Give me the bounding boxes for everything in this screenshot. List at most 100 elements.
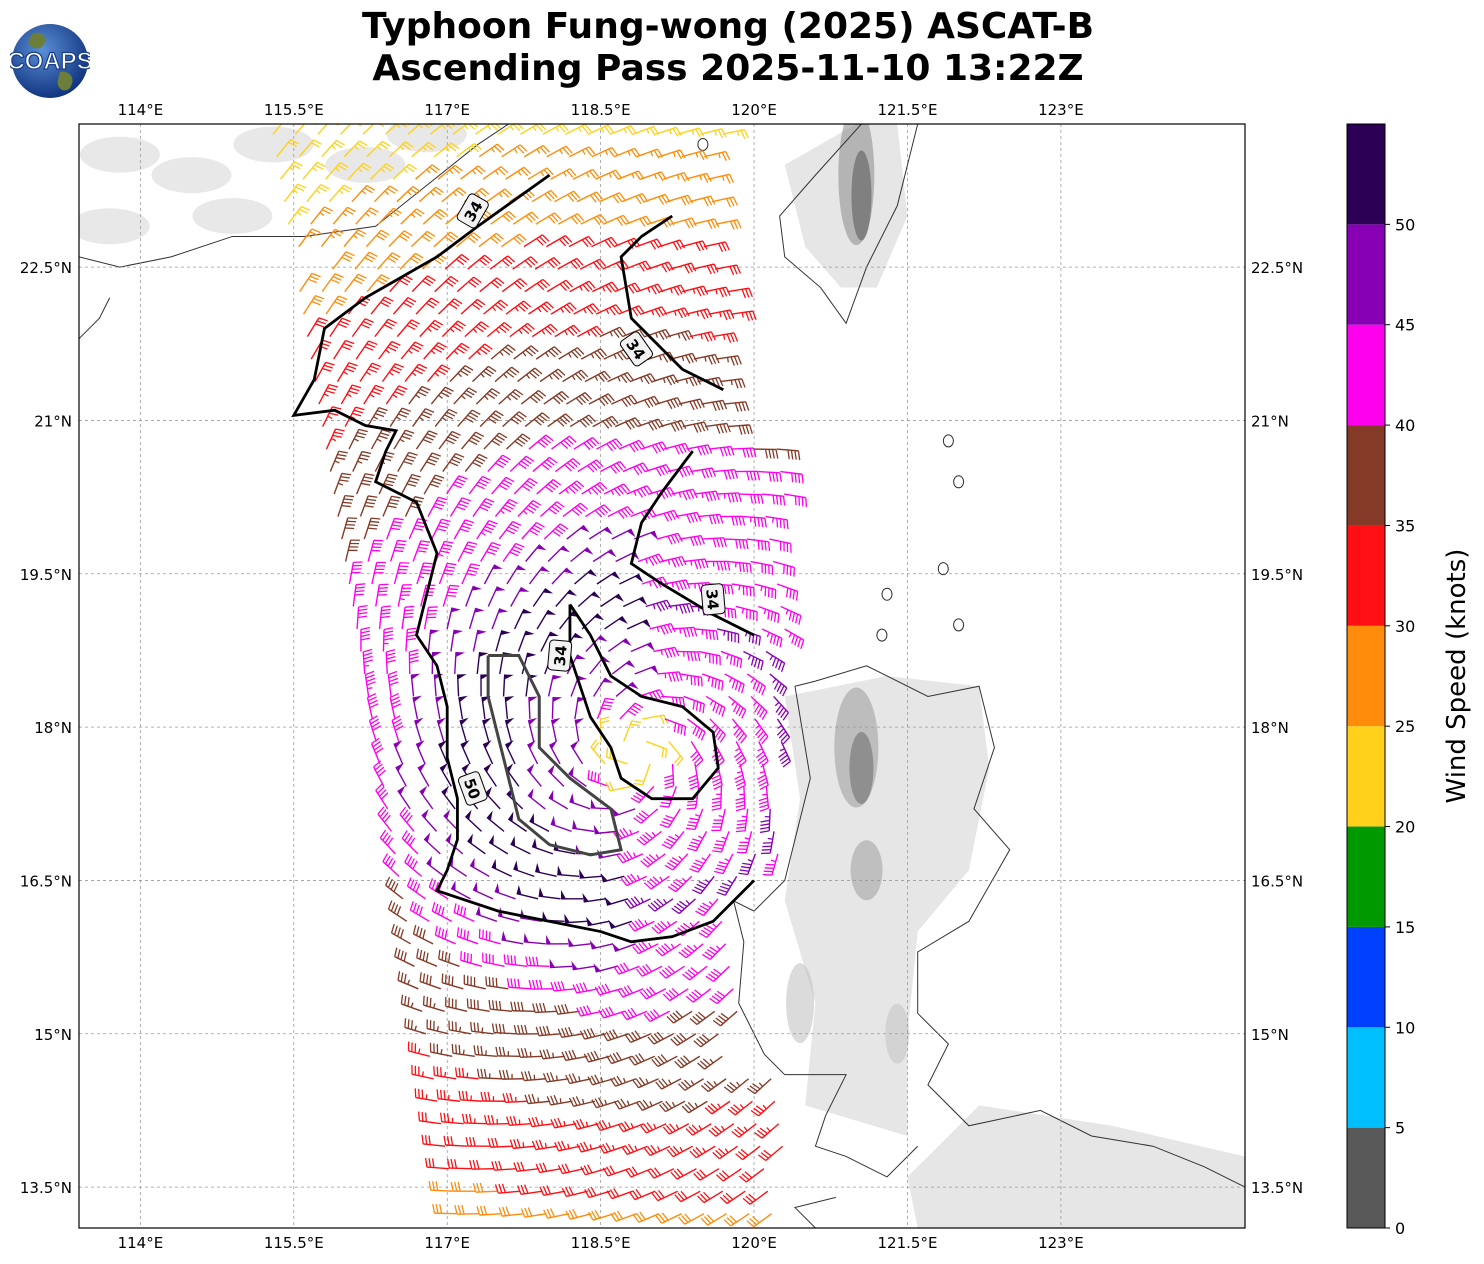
lat-label-left-3: 18°N (34, 719, 72, 737)
barb-full (639, 218, 646, 227)
barb-full (734, 609, 737, 619)
barb-full (380, 229, 390, 236)
wind-barb-67 (418, 186, 444, 203)
wind-barb-107 (433, 231, 459, 248)
barb-full (690, 675, 693, 685)
wind-barb-28 (433, 142, 460, 158)
barb-half (692, 288, 696, 294)
barb-full (430, 297, 440, 304)
barb-shaft (321, 139, 338, 158)
wind-barb-128 (512, 256, 539, 270)
wind-barb-90 (490, 210, 516, 225)
wind-barb-76 (621, 192, 649, 205)
barb-full (494, 304, 503, 311)
barb-half (422, 146, 427, 152)
barb-full (422, 995, 425, 1006)
barb-full (638, 263, 645, 272)
barb-full (496, 277, 505, 285)
barb-full (355, 583, 366, 586)
barb-full (426, 996, 429, 1007)
barb-full (664, 262, 671, 272)
barb-full (542, 278, 551, 287)
wind-barb-49 (460, 165, 486, 180)
barb-half (579, 285, 583, 291)
barb-full (424, 233, 433, 240)
barb-shaft (670, 217, 693, 225)
barb-half (669, 129, 672, 135)
barb-shaft (689, 195, 711, 203)
barb-half (726, 357, 729, 363)
barb-shaft (595, 169, 616, 180)
barb-full (324, 206, 333, 212)
barb-full (356, 124, 362, 127)
barb-full (702, 150, 708, 160)
wind-barb-72 (531, 189, 558, 203)
barb-half (441, 124, 446, 130)
barb-full (401, 232, 410, 239)
barb-full (416, 208, 425, 215)
barb-full (293, 161, 303, 167)
barb-full (383, 165, 392, 172)
wind-barb-21 (276, 138, 300, 158)
wind-barb-149 (546, 279, 573, 293)
barb-full (726, 198, 732, 208)
barb-full (309, 231, 319, 237)
barb-full (467, 236, 476, 244)
wind-barb-93 (557, 213, 585, 225)
barb-full (513, 237, 521, 245)
barb-full (550, 189, 558, 198)
wind-barb-141 (366, 274, 390, 293)
barb-half (741, 312, 744, 318)
barb-shaft (666, 194, 689, 203)
barb-full (314, 164, 324, 170)
barb-half (601, 127, 605, 133)
barb-half (445, 146, 450, 152)
wind-barb-14 (587, 124, 615, 135)
barb-full (561, 124, 569, 132)
barb-full (608, 283, 616, 292)
barb-half (646, 128, 650, 134)
barb-half (602, 286, 606, 292)
barb-full (680, 284, 686, 294)
barb-full (513, 282, 522, 290)
barb-full (413, 210, 423, 217)
barb-full (310, 142, 320, 148)
barb-full (387, 187, 396, 194)
barb-full (539, 280, 548, 289)
barb-full (607, 124, 615, 133)
barb-full (553, 257, 561, 265)
barb-shaft (298, 228, 313, 248)
barb-full (343, 184, 353, 190)
barb-shaft (624, 260, 646, 270)
barb-full (558, 124, 566, 133)
barb-full (333, 118, 341, 123)
barb-full (565, 145, 573, 154)
barb-full (619, 216, 627, 225)
barb-full (368, 251, 378, 258)
barb-shaft (568, 235, 589, 248)
barb-shaft (501, 144, 521, 158)
barb-full (680, 197, 687, 206)
wind-barb-163 (415, 297, 440, 315)
barb-shaft (711, 196, 734, 203)
barb-full (490, 281, 500, 289)
barb-full (389, 254, 399, 261)
barb-full (519, 278, 528, 286)
barb-full (589, 194, 597, 203)
barb-full (425, 302, 435, 309)
barb-full (447, 591, 457, 594)
barb-half (491, 306, 497, 312)
barb-full (484, 254, 493, 262)
barb-full (687, 194, 694, 204)
barb-full (481, 256, 490, 264)
barb-shaft (704, 150, 726, 158)
barb-full (516, 146, 525, 154)
barb-shaft (339, 124, 352, 135)
barb-full (371, 517, 381, 520)
barb-full (622, 214, 630, 224)
barb-full (559, 283, 567, 292)
barb-full (672, 128, 679, 137)
lat-label-right-3: 18°N (1251, 719, 1289, 737)
lon-label-top-6: 123°E (1038, 101, 1084, 119)
wind-barb-87 (422, 208, 448, 225)
